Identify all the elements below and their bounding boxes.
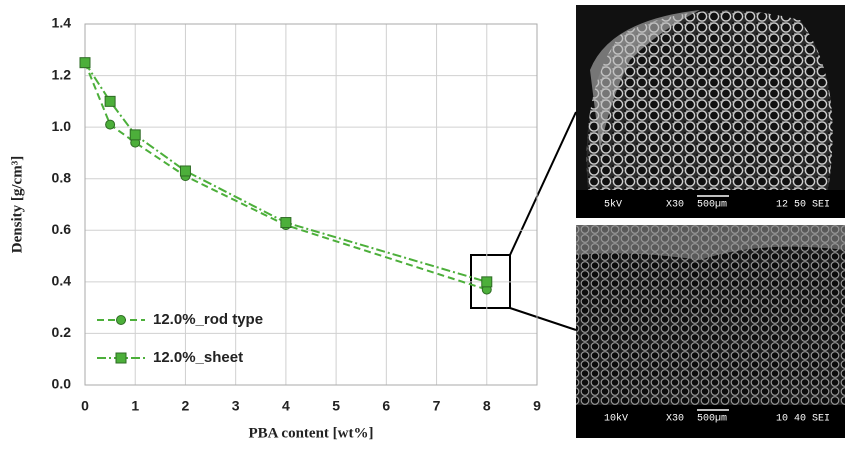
y-tick-label: 1.2 xyxy=(52,66,72,82)
y-tick-label: 1.0 xyxy=(52,118,72,134)
data-point xyxy=(280,217,292,229)
sem-voltage: 5kV xyxy=(604,199,622,211)
data-point xyxy=(79,57,91,69)
sem-magnification: X30 xyxy=(666,200,684,211)
x-tick-label: 7 xyxy=(433,398,441,414)
y-tick-label: 0.2 xyxy=(52,324,72,340)
sem-scale: 500µm xyxy=(697,200,727,211)
y-tick-label: 0.4 xyxy=(52,273,72,289)
plot-border xyxy=(84,23,538,386)
legend-marker xyxy=(116,315,126,325)
y-tick-label: 0.0 xyxy=(52,376,72,392)
data-point xyxy=(481,276,493,288)
x-tick-label: 8 xyxy=(483,398,491,414)
y-tick-label: 0.6 xyxy=(52,221,72,237)
legend-label: 12.0%_rod type xyxy=(153,311,263,328)
x-tick-label: 1 xyxy=(131,398,139,414)
x-tick-label: 2 xyxy=(182,398,190,414)
legend-label: 12.0%_sheet xyxy=(153,349,243,366)
sem-magnification: X30 xyxy=(666,414,684,425)
x-tick-label: 4 xyxy=(282,398,290,414)
y-tick-label: 1.4 xyxy=(52,15,72,31)
sem-code: 12 50 SEI xyxy=(776,200,830,211)
sem-code: 10 40 SEI xyxy=(776,414,830,425)
data-point xyxy=(179,165,191,177)
series-line xyxy=(84,62,488,283)
sem-voltage: 10kV xyxy=(604,413,628,425)
x-tick-label: 6 xyxy=(382,398,390,414)
data-point xyxy=(129,129,141,141)
x-axis-title: PBA content [wt%] xyxy=(249,425,374,441)
micrograph-top xyxy=(576,5,845,218)
x-tick-label: 9 xyxy=(533,398,541,414)
sem-scale: 500µm xyxy=(697,414,727,425)
x-tick-label: 5 xyxy=(332,398,340,414)
data-point xyxy=(105,119,116,130)
data-point xyxy=(104,95,116,107)
x-tick-label: 0 xyxy=(81,398,89,414)
y-axis-title: Density [g/cm³] xyxy=(9,156,25,253)
x-tick-label: 3 xyxy=(232,398,240,414)
legend-marker xyxy=(115,352,127,364)
y-tick-label: 0.8 xyxy=(52,169,72,185)
series-line xyxy=(84,62,488,291)
micrograph-bottom xyxy=(576,225,845,438)
